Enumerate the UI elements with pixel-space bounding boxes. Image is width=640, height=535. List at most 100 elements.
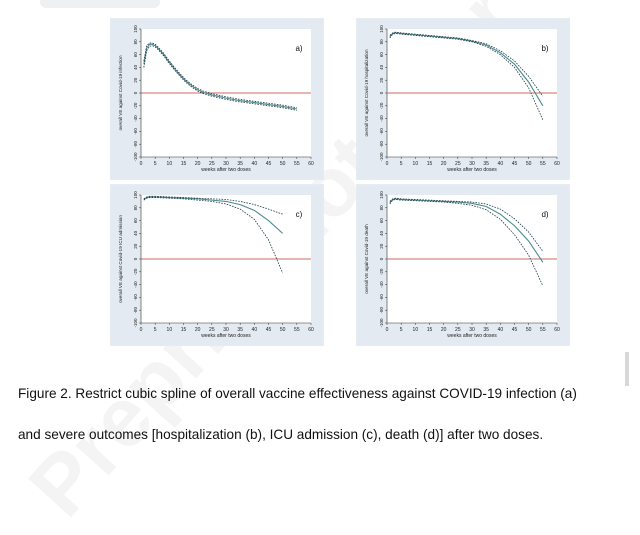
x-tick-label: 35 (237, 161, 243, 167)
y-axis-label: overall VE against Covid-19 infection (118, 55, 123, 131)
y-axis-label: overall VE against Covid-19 ICU admissio… (118, 215, 123, 303)
confidence-bound-line (143, 42, 297, 109)
y-tick-label: 60 (379, 52, 384, 58)
x-tick-label: 20 (441, 161, 447, 167)
y-axis-label: overall VE against Covid-19 hospitalizat… (364, 49, 369, 137)
y-tick-label: -80 (133, 306, 138, 313)
y-tick-label: 60 (379, 218, 384, 224)
x-tick-label: 45 (512, 161, 518, 167)
x-tick-label: 10 (413, 327, 419, 333)
y-tick-label: 0 (133, 257, 138, 260)
x-tick-label: 55 (294, 161, 300, 167)
x-tick-label: 30 (469, 161, 475, 167)
y-tick-label: 0 (379, 257, 384, 260)
y-tick-label: 40 (379, 64, 384, 70)
x-tick-label: 0 (140, 327, 143, 333)
y-tick-label: 80 (133, 205, 138, 211)
y-tick-label: 20 (379, 243, 384, 249)
panel-label: a) (295, 44, 302, 53)
x-tick-label: 55 (294, 327, 300, 333)
y-tick-label: 40 (133, 64, 138, 70)
y-tick-label: -100 (379, 152, 384, 162)
x-tick-label: 30 (223, 327, 229, 333)
y-tick-label: 100 (379, 191, 384, 199)
x-tick-label: 5 (154, 327, 157, 333)
x-tick-label: 15 (181, 327, 187, 333)
x-tick-label: 30 (469, 327, 475, 333)
x-tick-label: 0 (140, 161, 143, 167)
x-tick-label: 25 (209, 161, 215, 167)
x-tick-label: 25 (455, 327, 461, 333)
x-tick-label: 40 (252, 327, 258, 333)
y-tick-label: 80 (379, 39, 384, 45)
ve-estimate-line (389, 32, 544, 107)
x-tick-label: 50 (280, 161, 286, 167)
x-tick-label: 10 (167, 327, 173, 333)
panel-label: d) (541, 210, 548, 219)
x-tick-label: 25 (455, 161, 461, 167)
figure-2: 100 80 60 40 20 0 -20 -40 -60 -80 -100 0 5 10 15 20 25 30… (110, 18, 580, 356)
x-tick-label: 45 (512, 327, 518, 333)
x-tick-label: 15 (427, 327, 433, 333)
x-tick-label: 15 (181, 161, 187, 167)
y-tick-label: 40 (379, 230, 384, 236)
confidence-bound-line (143, 195, 283, 215)
y-tick-label: -40 (133, 115, 138, 122)
x-axis-label: weeks after two doses (201, 333, 251, 339)
x-tick-label: 20 (441, 327, 447, 333)
x-tick-label: 50 (526, 327, 532, 333)
x-tick-label: 45 (266, 327, 272, 333)
top-decoration-bar (40, 0, 160, 8)
x-tick-label: 55 (540, 327, 546, 333)
y-tick-label: -40 (379, 281, 384, 288)
x-tick-label: 15 (427, 161, 433, 167)
y-tick-label: 20 (133, 243, 138, 249)
y-tick-label: -60 (379, 294, 384, 301)
x-tick-label: 20 (195, 161, 201, 167)
confidence-bound-line (389, 33, 544, 121)
ve-estimate-line (143, 196, 284, 234)
y-tick-label: 100 (133, 191, 138, 199)
x-tick-label: 35 (483, 161, 489, 167)
x-tick-label: 20 (195, 327, 201, 333)
x-tick-label: 0 (386, 161, 389, 167)
chart-panel-c: 100 80 60 40 20 0 -20 -40 -60 -80 -100 0 5 10 15 20 25 30… (110, 184, 324, 346)
y-tick-label: -100 (379, 318, 384, 328)
x-tick-label: 60 (308, 327, 314, 333)
figure-caption-line-1: Figure 2. Restrict cubic spline of overa… (18, 386, 577, 401)
y-tick-label: -80 (379, 306, 384, 313)
y-tick-label: 20 (133, 77, 138, 83)
x-tick-label: 5 (400, 161, 403, 167)
x-axis-label: weeks after two doses (447, 333, 497, 339)
y-tick-label: 80 (379, 205, 384, 211)
x-tick-label: 5 (154, 161, 157, 167)
figure-caption-line-2: and severe outcomes [hospitalization (b)… (18, 427, 544, 442)
confidence-bound-line (389, 31, 544, 97)
x-tick-label: 45 (266, 161, 272, 167)
ve-estimate-line (143, 43, 297, 110)
y-tick-label: 0 (133, 91, 138, 94)
panel-label: b) (541, 44, 548, 53)
chart-panel-d: 100 80 60 40 20 0 -20 -40 -60 -80 -100 0 5 10 15 20 25 30… (356, 184, 570, 346)
confidence-bound-line (389, 199, 544, 287)
x-tick-label: 35 (237, 327, 243, 333)
x-tick-label: 50 (526, 161, 532, 167)
confidence-bound-line (143, 197, 284, 274)
x-tick-label: 40 (498, 327, 504, 333)
y-tick-label: 0 (379, 91, 384, 94)
chart-panel-b: 100 80 60 40 20 0 -20 -40 -60 -80 -100 0 5 10 15 20 25 30… (356, 18, 570, 180)
x-tick-label: 35 (483, 327, 489, 333)
y-tick-label: -20 (133, 102, 138, 109)
y-tick-label: 40 (133, 230, 138, 236)
y-tick-label: 20 (379, 77, 384, 83)
y-axis-label: overall VE against Covid-19 death (364, 224, 369, 294)
y-tick-label: 60 (133, 218, 138, 224)
y-tick-label: -60 (133, 294, 138, 301)
y-tick-label: 60 (133, 52, 138, 58)
y-tick-label: 80 (133, 39, 138, 45)
x-tick-label: 10 (167, 161, 173, 167)
